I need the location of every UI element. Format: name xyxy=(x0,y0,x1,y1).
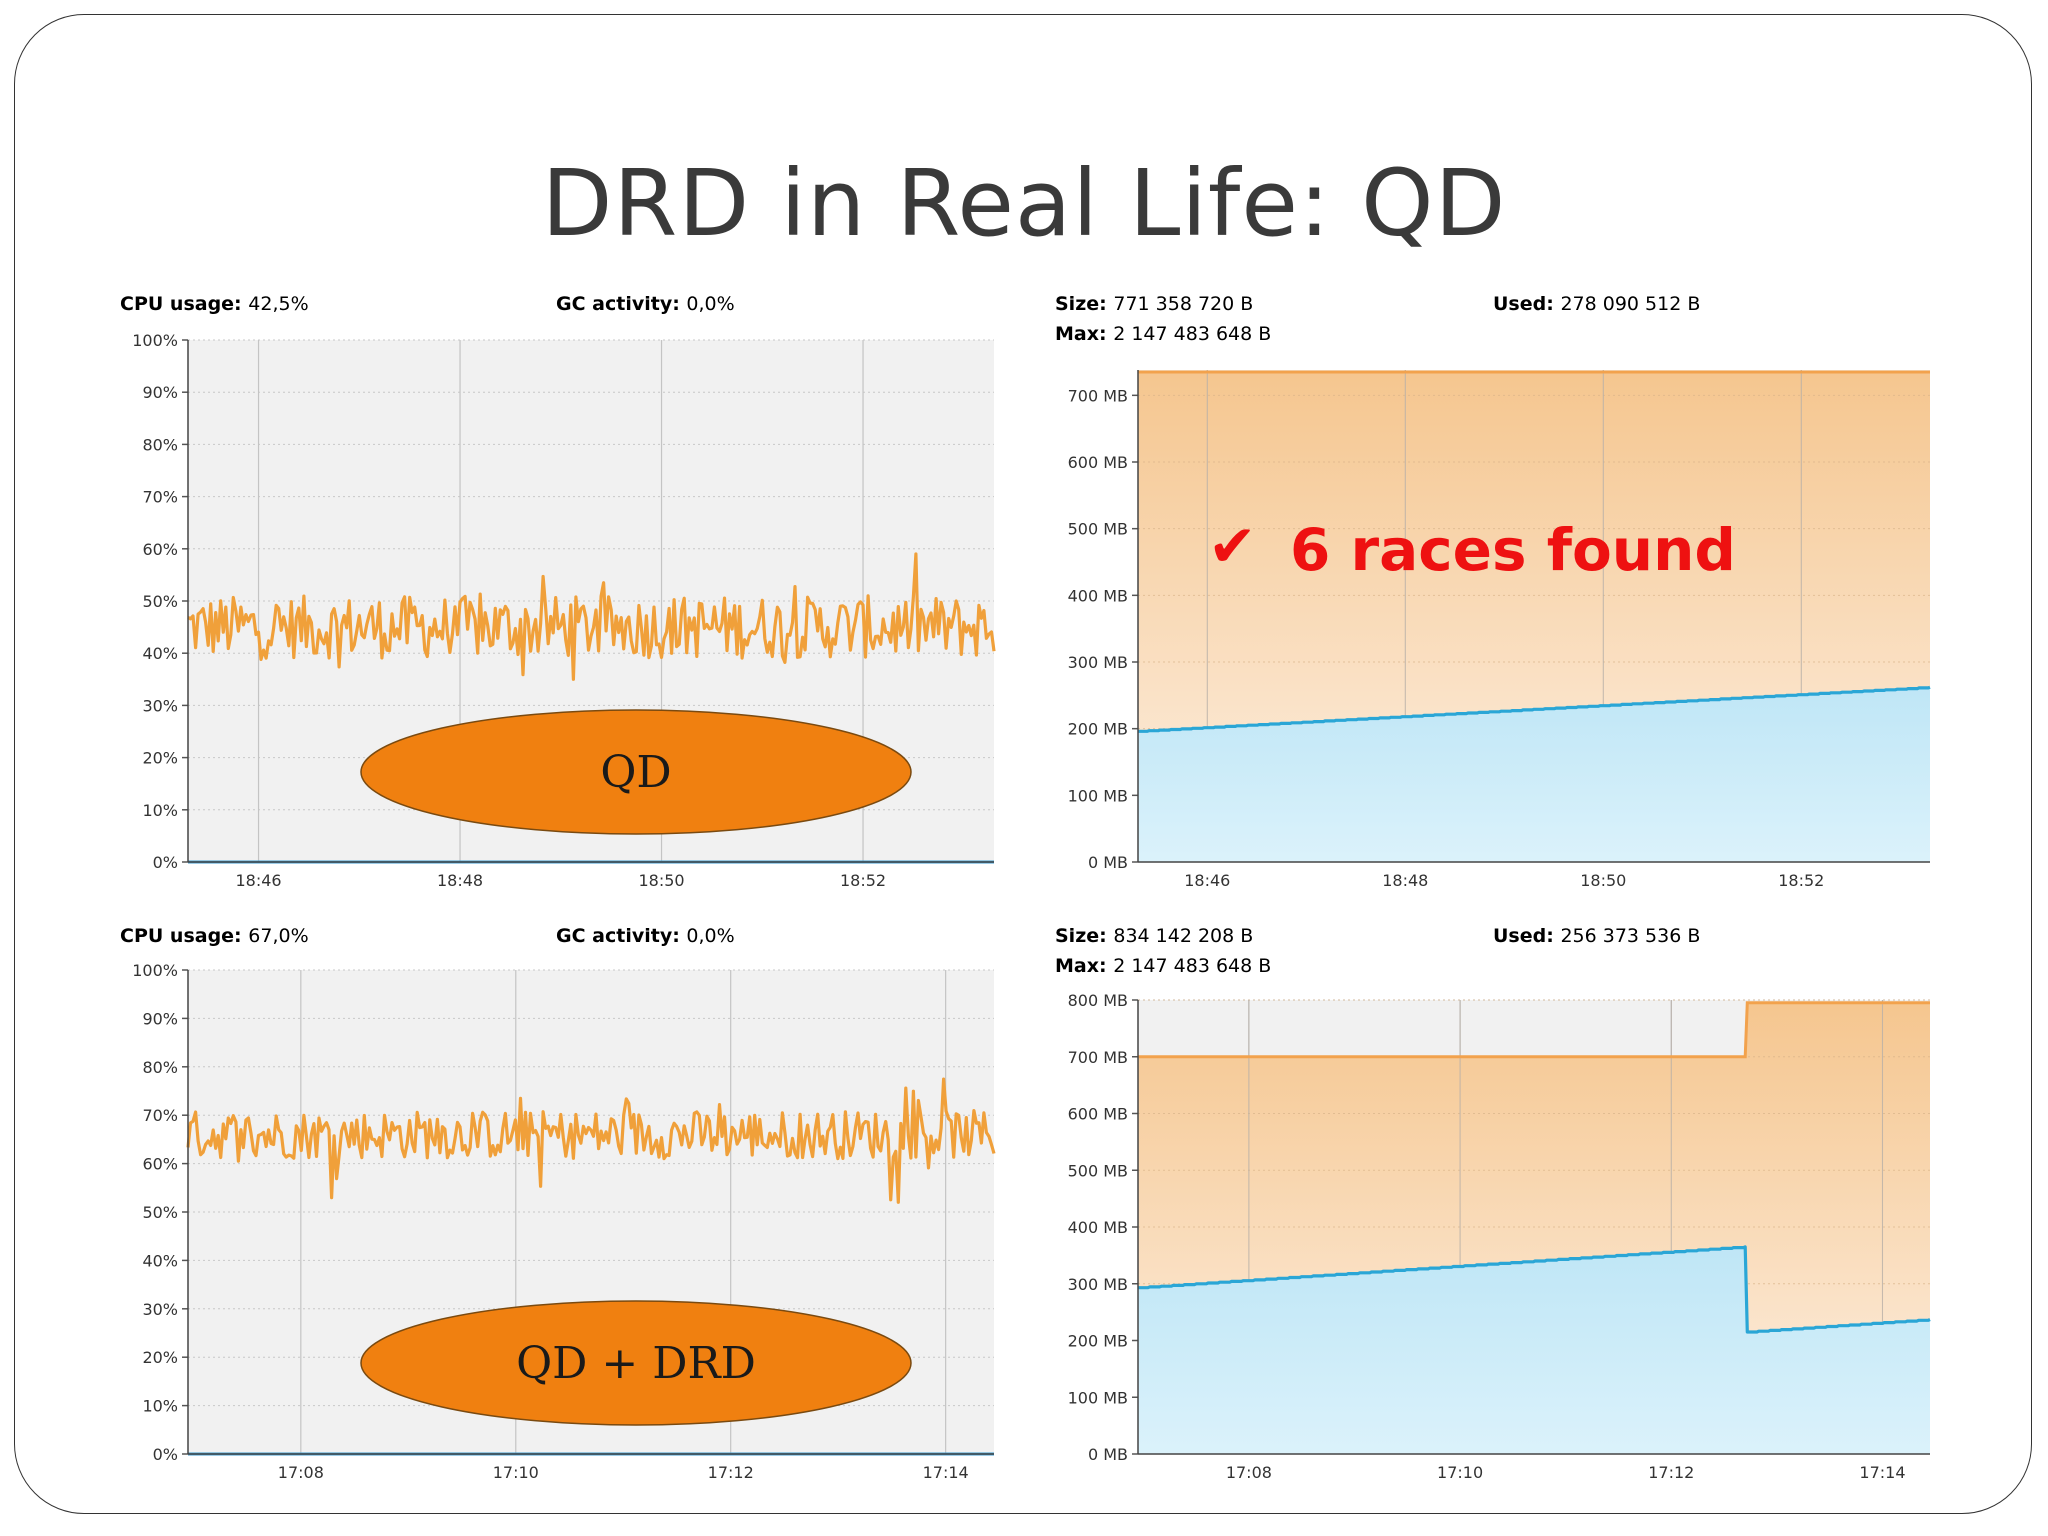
y-tick-label: 80% xyxy=(142,1058,178,1077)
races-found-annotation: 6 races found xyxy=(1290,516,1736,584)
chart-panel-4: Size: 834 142 208 B Used: 256 373 536 B Ma… xyxy=(1055,925,1931,1482)
chart-panel-2: Size: 771 358 720 B Used: 278 090 512 B Ma… xyxy=(1055,293,1931,890)
y-tick-label: 0% xyxy=(153,1445,178,1464)
x-tick-label: 17:14 xyxy=(1859,1463,1905,1482)
y-tick-label: 200 MB xyxy=(1068,1332,1128,1351)
y-tick-label: 90% xyxy=(142,383,178,402)
y-tick-label: 400 MB xyxy=(1068,1218,1128,1237)
callout-oval xyxy=(360,1300,912,1426)
x-tick-label: 17:12 xyxy=(708,1463,754,1482)
heap-used-line xyxy=(1138,685,1931,733)
x-tick-label: 17:10 xyxy=(1437,1463,1483,1482)
y-tick-label: 700 MB xyxy=(1068,1048,1128,1067)
x-tick-label: 18:46 xyxy=(1184,871,1230,890)
y-tick-label: 700 MB xyxy=(1068,386,1128,405)
header-4-c: Max: 2 147 483 648 B xyxy=(1055,955,1271,977)
y-tick-label: 30% xyxy=(142,696,178,715)
y-tick-label: 80% xyxy=(142,435,178,454)
x-tick-label: 17:08 xyxy=(1226,1463,1272,1482)
y-tick-label: 300 MB xyxy=(1068,653,1128,672)
header-2-b: Used: 278 090 512 B xyxy=(1493,293,1700,315)
y-tick-label: 10% xyxy=(142,1397,178,1416)
y-tick-label: 70% xyxy=(142,1106,178,1125)
x-tick-label: 17:14 xyxy=(923,1463,969,1482)
heap-used-line xyxy=(1138,1245,1931,1334)
y-tick-label: 400 MB xyxy=(1068,586,1128,605)
x-tick-label: 18:52 xyxy=(1778,871,1824,890)
y-tick-label: 600 MB xyxy=(1068,453,1128,472)
checkmark-icon: ✔ xyxy=(1208,512,1257,580)
y-tick-label: 0 MB xyxy=(1088,1445,1128,1464)
y-tick-label: 500 MB xyxy=(1068,520,1128,539)
heap-used-area xyxy=(1138,687,1930,862)
callout-label: QD xyxy=(600,747,671,798)
header-2-c: Max: 2 147 483 648 B xyxy=(1055,323,1271,345)
y-tick-label: 300 MB xyxy=(1068,1275,1128,1294)
chart-panel-3: CPU usage: 67,0% GC activity: 0,0% 100% 90%… xyxy=(120,925,996,1482)
callout-oval xyxy=(360,709,912,835)
y-tick-label: 40% xyxy=(142,644,178,663)
chart-panel-1: CPU usage: 42,5% GC activity: 0,0% 100% 90%… xyxy=(120,293,996,890)
y-tick-label: 500 MB xyxy=(1068,1161,1128,1180)
x-tick-label: 17:08 xyxy=(278,1463,324,1482)
y-tick-label: 20% xyxy=(142,749,178,768)
y-tick-label: 0 MB xyxy=(1088,853,1128,872)
header-4-b: Used: 256 373 536 B xyxy=(1493,925,1700,947)
slide-title: DRD in Real Life: QD xyxy=(541,150,1507,257)
header-2-a: Size: 771 358 720 B xyxy=(1055,293,1253,315)
y-tick-label: 100% xyxy=(132,331,178,350)
slide-frame xyxy=(14,14,2032,1514)
y-tick-label: 100% xyxy=(132,961,178,980)
y-tick-label: 10% xyxy=(142,801,178,820)
y-tick-label: 800 MB xyxy=(1068,991,1128,1010)
y-tick-label: 60% xyxy=(142,1155,178,1174)
x-tick-label: 18:50 xyxy=(638,871,684,890)
y-tick-label: 100 MB xyxy=(1068,1388,1128,1407)
y-tick-label: 20% xyxy=(142,1348,178,1367)
x-tick-label: 18:46 xyxy=(235,871,281,890)
y-tick-label: 100 MB xyxy=(1068,786,1128,805)
y-tick-label: 50% xyxy=(142,592,178,611)
header-1-b: GC activity: 0,0% xyxy=(556,293,735,315)
heap-used-area xyxy=(1138,1246,1930,1454)
y-tick-label: 30% xyxy=(142,1300,178,1319)
header-4-a: Size: 834 142 208 B xyxy=(1055,925,1253,947)
x-tick-label: 18:52 xyxy=(840,871,886,890)
x-tick-label: 18:50 xyxy=(1580,871,1626,890)
y-tick-label: 0% xyxy=(153,853,178,872)
callout-label: QD + DRD xyxy=(516,1338,756,1389)
cpu-usage-line xyxy=(186,1077,996,1204)
y-tick-label: 600 MB xyxy=(1068,1105,1128,1124)
header-1-a: CPU usage: 42,5% xyxy=(120,293,309,315)
y-tick-label: 60% xyxy=(142,540,178,559)
heap-size-line xyxy=(1138,1001,1930,1059)
header-3-b: GC activity: 0,0% xyxy=(556,925,735,947)
x-tick-label: 18:48 xyxy=(1382,871,1428,890)
y-tick-label: 40% xyxy=(142,1251,178,1270)
y-tick-label: 50% xyxy=(142,1203,178,1222)
cpu-usage-line xyxy=(187,552,996,681)
x-tick-label: 17:12 xyxy=(1648,1463,1694,1482)
x-tick-label: 17:10 xyxy=(493,1463,539,1482)
y-tick-label: 200 MB xyxy=(1068,720,1128,739)
header-3-a: CPU usage: 67,0% xyxy=(120,925,309,947)
y-tick-label: 70% xyxy=(142,488,178,507)
y-tick-label: 90% xyxy=(142,1009,178,1028)
x-tick-label: 18:48 xyxy=(437,871,483,890)
